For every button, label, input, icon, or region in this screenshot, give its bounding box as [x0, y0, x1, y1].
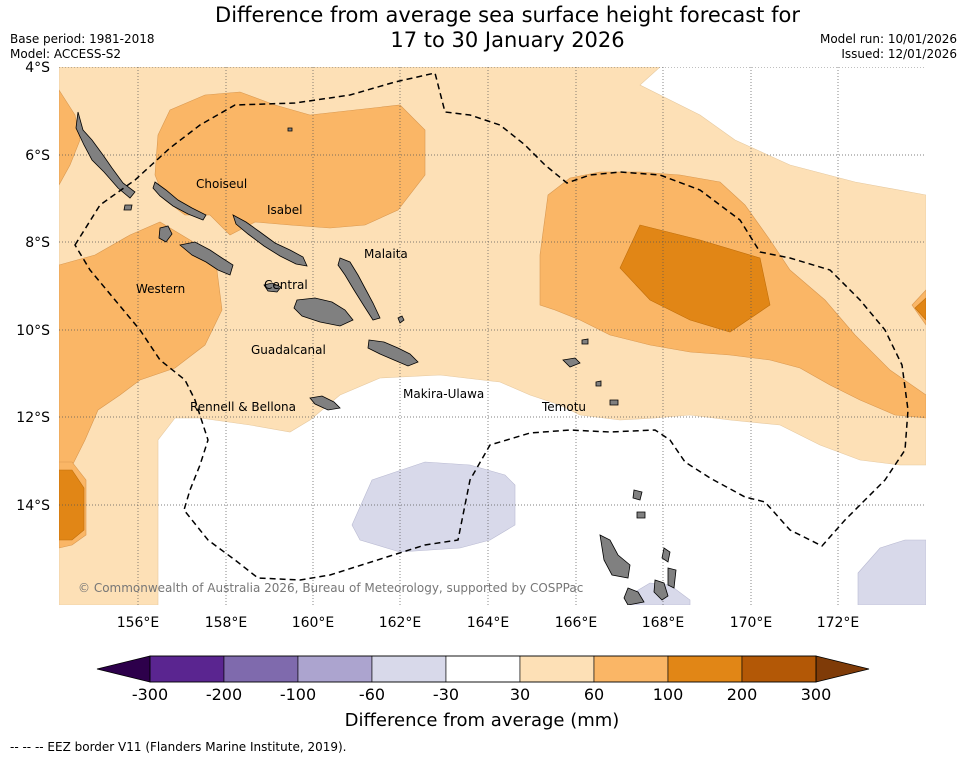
island-tinakula — [595, 380, 602, 387]
colorbar-segment — [149, 655, 225, 683]
lon-tick-166e: 166°E — [555, 615, 598, 631]
issued-date: Issued: 12/01/2026 — [841, 47, 957, 61]
lat-tick-14s: 14°S — [16, 498, 50, 514]
colorbar-tick-label: 100 — [653, 685, 684, 704]
colorbar-tick-label: 60 — [584, 685, 604, 704]
colorbar-tick-label: 300 — [801, 685, 832, 704]
colorbar-segments — [149, 655, 817, 683]
colorbar-segment — [741, 655, 817, 683]
colorbar-tick-label: 30 — [510, 685, 530, 704]
colorbar-frame — [149, 655, 817, 683]
colorbar-segment — [593, 655, 669, 683]
island-banks — [636, 511, 646, 519]
lat-tick-12s: 12°S — [16, 410, 50, 426]
title-line-1: Difference from average sea surface heig… — [215, 3, 800, 27]
contour-100-200-east — [619, 224, 771, 333]
lat-tick-4s: 4°S — [25, 60, 50, 76]
label-malaita: Malaita — [364, 247, 408, 261]
colorbar-tick-label: -300 — [132, 685, 168, 704]
model-run: Model run: 10/01/2026 — [819, 32, 957, 46]
lon-tick-156e: 156°E — [117, 615, 160, 631]
lon-tick-170e: 170°E — [730, 615, 773, 631]
island-choiseul — [152, 181, 207, 221]
eez-border — [74, 72, 909, 581]
lat-tick-10s: 10°S — [16, 323, 50, 339]
model-name: Model: ACCESS-S2 — [10, 47, 122, 61]
chart-title: Difference from average sea surface heig… — [0, 3, 965, 53]
colorbar-tick-label: -60 — [359, 685, 385, 704]
island-vanikoro — [581, 338, 589, 345]
land-masses — [75, 111, 677, 605]
island-vella-lavella — [158, 225, 173, 243]
contour-60-100-nw-edge — [59, 89, 81, 186]
latitude-axis: 4°S 6°S 8°S 10°S 12°S 14°S — [16, 60, 50, 514]
island-new-georgia — [179, 241, 234, 276]
island-maewo — [661, 547, 671, 563]
label-western: Western — [136, 282, 185, 296]
contour-60-100-west — [59, 221, 223, 481]
lat-tick-8s: 8°S — [25, 235, 50, 251]
lon-tick-158e: 158°E — [205, 615, 248, 631]
lon-tick-164e: 164°E — [467, 615, 510, 631]
title-line-2: 17 to 30 January 2026 — [390, 28, 625, 52]
lon-tick-172e: 172°E — [817, 615, 860, 631]
contour-minus-60-30-southeast — [857, 539, 926, 605]
label-choiseul: Choiseul — [196, 177, 247, 191]
label-makira-ulawa: Makira-Ulawa — [403, 387, 484, 401]
lon-tick-160e: 160°E — [292, 615, 335, 631]
island-efate — [623, 587, 645, 605]
label-rennell-bellona: Rennell & Bellona — [190, 400, 296, 414]
colorbar-extend-low — [96, 655, 151, 683]
colorbar-tick-label: -100 — [280, 685, 316, 704]
island-bougainville — [75, 111, 136, 199]
colorbar-segment — [519, 655, 595, 683]
colorbar-tick-label: 200 — [727, 685, 758, 704]
base-period: Base period: 1981-2018 — [10, 32, 155, 46]
colorbar-tick-label: -200 — [206, 685, 242, 704]
label-guadalcanal: Guadalcanal — [251, 343, 326, 357]
colorbar-segment — [297, 655, 373, 683]
island-torres — [609, 399, 619, 406]
island-sikaiana — [397, 315, 405, 324]
lat-tick-6s: 6°S — [25, 148, 50, 164]
colorbar-segment — [445, 655, 521, 683]
island-ambae — [632, 489, 643, 501]
colorbar-segment — [667, 655, 743, 683]
gridlines — [59, 67, 926, 605]
island-santa-cruz — [562, 357, 581, 368]
eez-legend: -- -- -- EEZ border V11 (Flanders Marine… — [10, 740, 347, 754]
island-makira — [367, 339, 419, 367]
province-labels: Choiseul Isabel Malaita Western Central … — [136, 177, 586, 414]
longitude-axis: 156°E 158°E 160°E 162°E 164°E 166°E 168°… — [117, 615, 860, 631]
colorbar-segment — [371, 655, 447, 683]
island-malekula — [653, 579, 669, 601]
island-shortland — [123, 204, 133, 211]
label-isabel: Isabel — [267, 203, 302, 217]
label-temotu: Temotu — [541, 400, 586, 414]
island-ontong-java — [287, 127, 293, 132]
island-rennell — [309, 395, 341, 411]
island-guadalcanal — [293, 297, 354, 327]
model-info: Base period: 1981-2018 Model: ACCESS-S2 — [10, 32, 155, 62]
lon-tick-162e: 162°E — [379, 615, 422, 631]
island-isabel — [232, 214, 308, 267]
copyright-notice: © Commonwealth of Australia 2026, Bureau… — [78, 581, 583, 595]
colorbar: -300 -200 -100 -60 -30 30 60 100 200 300 Differen… — [96, 655, 870, 731]
colorbar-title: Difference from average (mm) — [345, 710, 620, 731]
island-malaita — [337, 257, 381, 321]
colorbar-extend-high — [815, 655, 870, 683]
island-espiritu-santo — [599, 534, 631, 579]
colorbar-tick-label: -30 — [433, 685, 459, 704]
run-info: Model run: 10/01/2026 Issued: 12/01/2026 — [820, 32, 957, 62]
colorbar-segment — [223, 655, 299, 683]
island-pentecost — [667, 567, 677, 589]
island-florida-islands — [263, 282, 282, 293]
lon-tick-168e: 168°E — [642, 615, 685, 631]
map-area: Choiseul Isabel Malaita Western Central … — [59, 67, 926, 605]
colorbar-labels: -300 -200 -100 -60 -30 30 60 100 200 300 — [132, 685, 831, 704]
contour-100-200-east-edge — [914, 297, 926, 321]
label-central: Central — [264, 278, 308, 292]
